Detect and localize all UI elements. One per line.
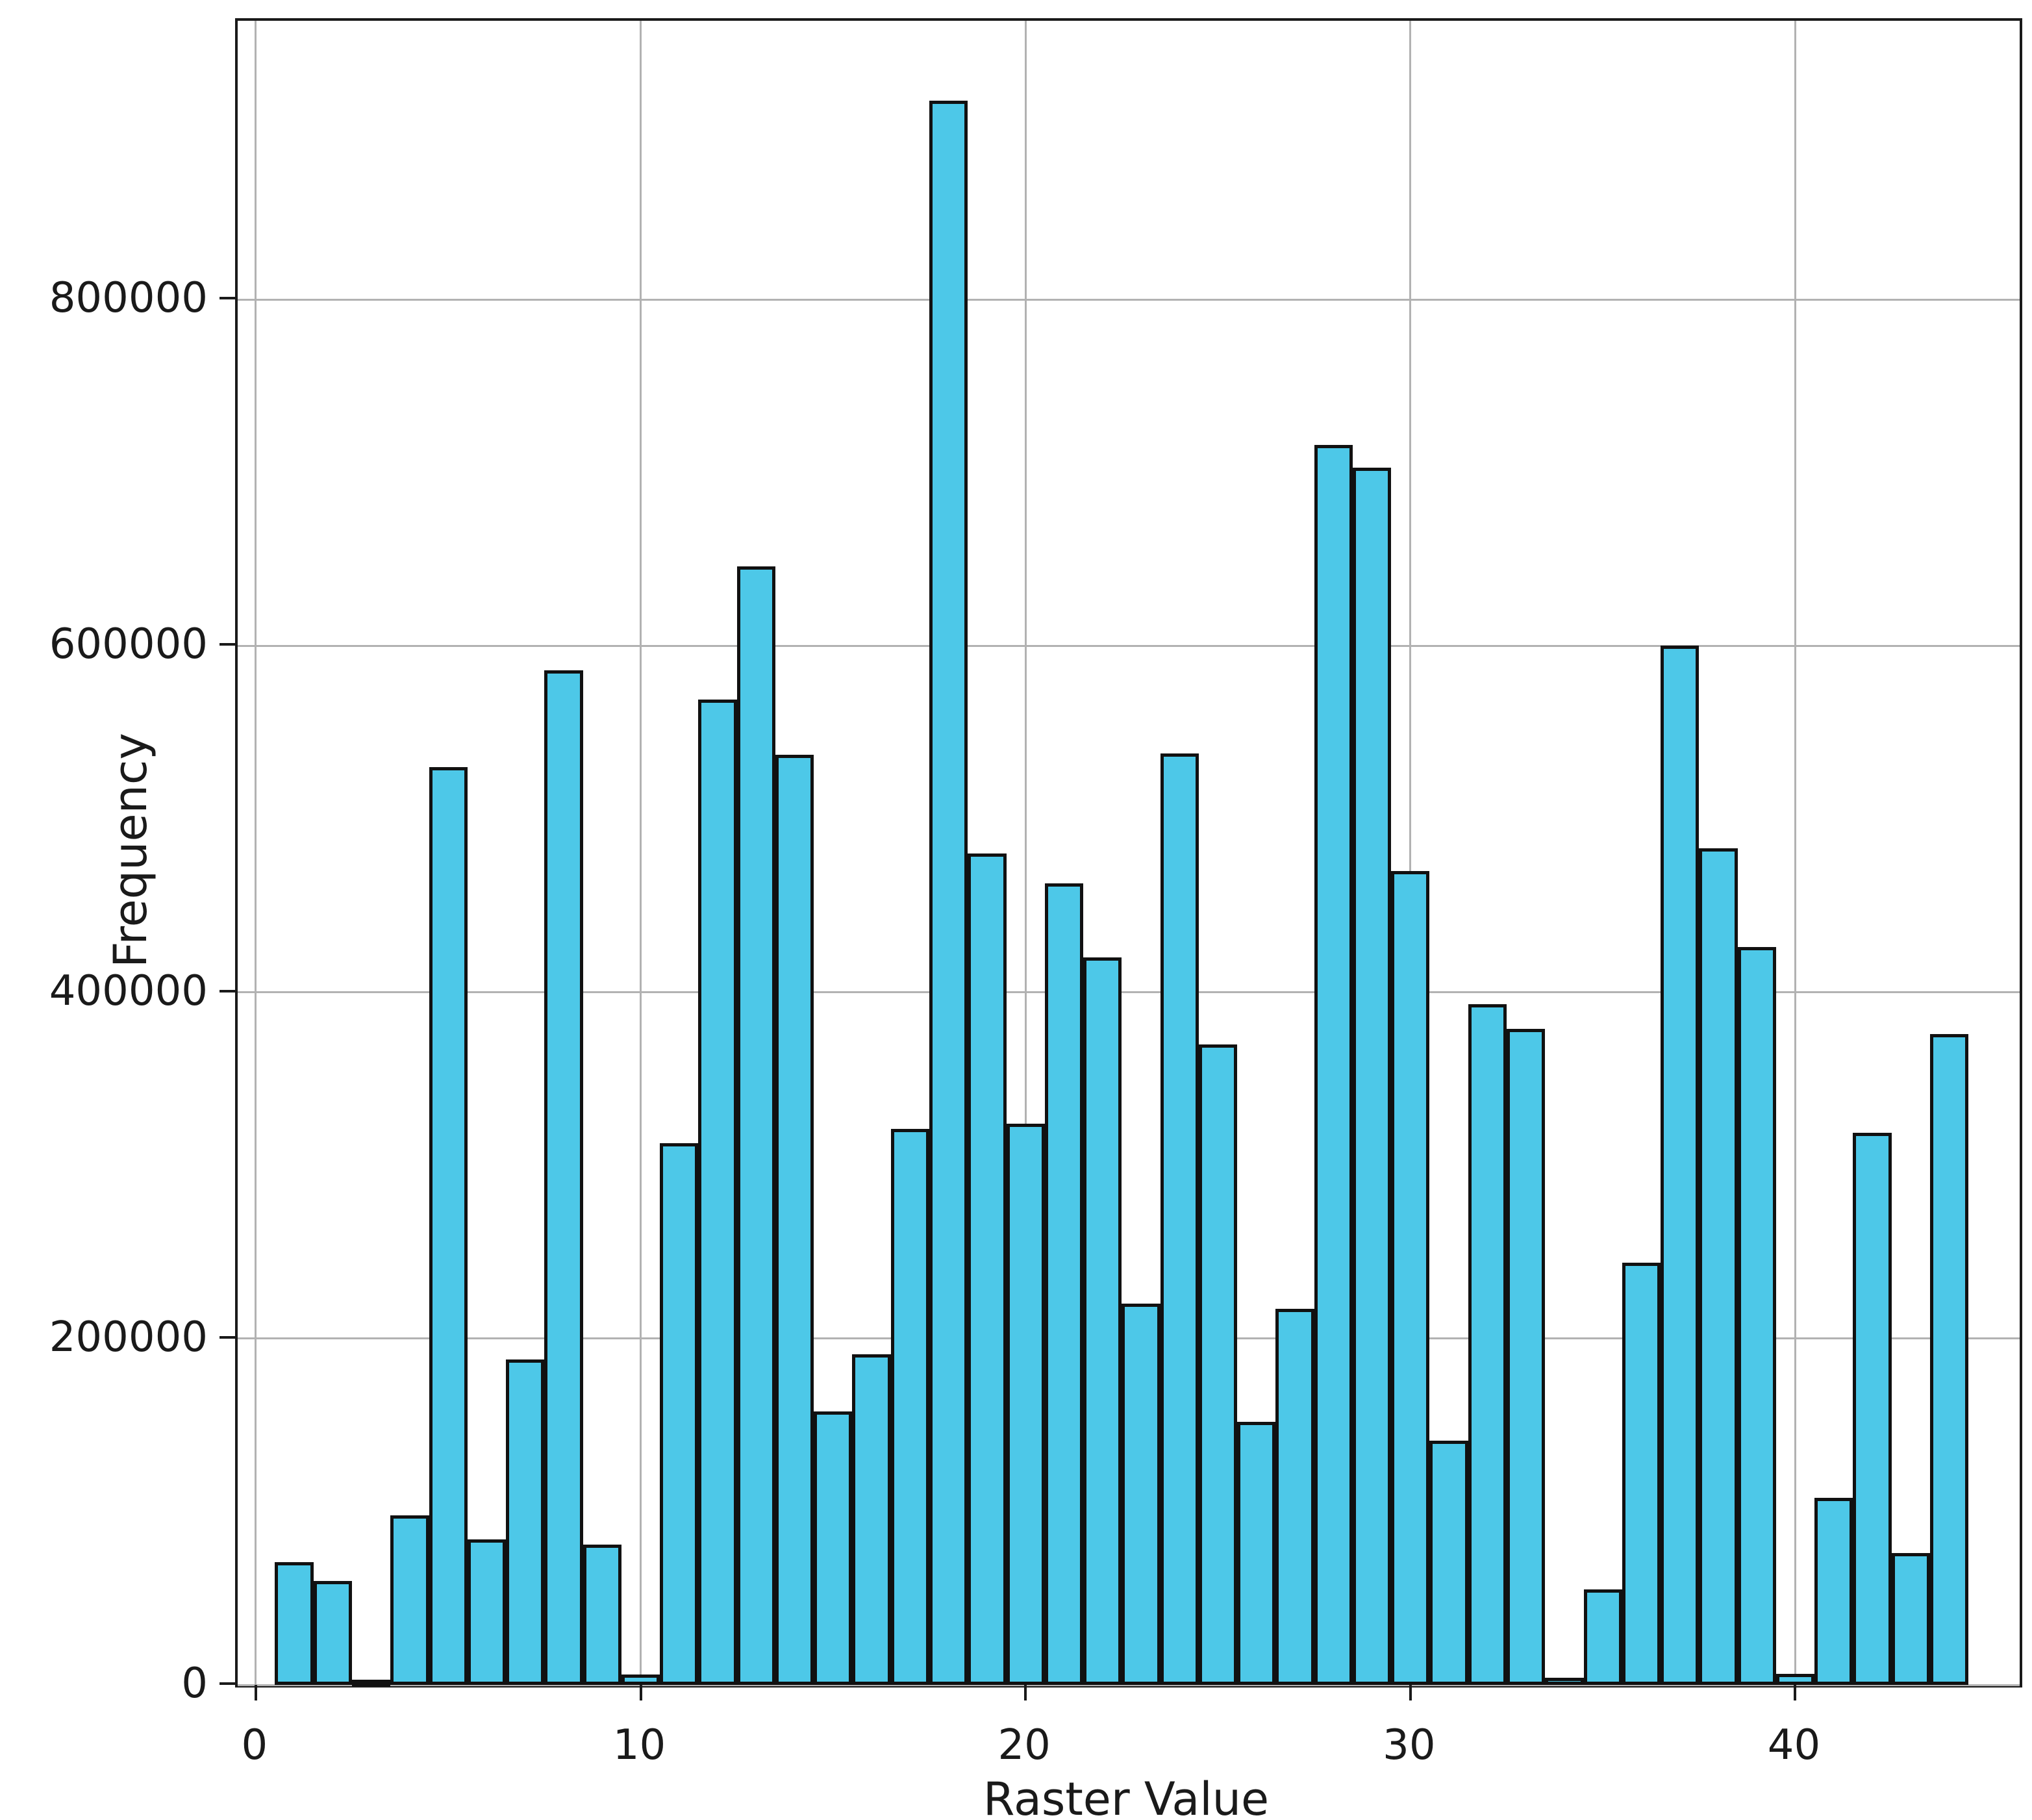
y-tick-label: 400000	[49, 967, 208, 1015]
y-tick-mark	[220, 297, 235, 300]
x-tick-mark	[254, 1685, 257, 1700]
bar-x20	[1006, 1124, 1045, 1685]
bar-x23	[1122, 1304, 1160, 1685]
bar-x40	[1775, 1673, 1815, 1685]
x-tick-mark	[639, 1685, 642, 1700]
x-gridline	[1024, 21, 1027, 1685]
bar-x41	[1814, 1498, 1853, 1685]
x-axis-label: Raster Value	[983, 1773, 1270, 1820]
bar-x14	[775, 755, 814, 1685]
bar-x6	[467, 1539, 507, 1685]
bar-x38	[1699, 848, 1738, 1685]
bar-x36	[1622, 1262, 1661, 1685]
bar-x34	[1545, 1678, 1584, 1685]
y-tick-mark	[220, 643, 235, 646]
x-gridline	[1794, 21, 1796, 1685]
y-tick-mark	[220, 1335, 235, 1339]
bar-x9	[583, 1545, 621, 1685]
y-tick-label: 600000	[49, 620, 208, 669]
plot-area	[235, 18, 2022, 1687]
y-gridline	[238, 991, 2020, 994]
bar-x17	[890, 1129, 929, 1685]
bar-x15	[814, 1411, 853, 1685]
bar-x12	[698, 700, 737, 1685]
bar-x1	[275, 1561, 314, 1685]
x-tick-mark	[1794, 1685, 1797, 1700]
bar-x7	[506, 1359, 545, 1685]
bar-x19	[968, 853, 1007, 1685]
bar-x18	[929, 100, 968, 1685]
bar-x2	[313, 1581, 353, 1685]
x-gridline	[640, 21, 642, 1685]
x-tick-label: 0	[241, 1721, 268, 1769]
bar-x32	[1468, 1004, 1507, 1685]
bar-x35	[1583, 1589, 1622, 1685]
bar-x27	[1275, 1309, 1314, 1685]
x-gridline	[255, 21, 257, 1685]
bar-x4	[390, 1515, 429, 1685]
x-gridline	[1409, 21, 1412, 1685]
bar-x30	[1391, 870, 1430, 1685]
bar-x5	[429, 767, 468, 1685]
bar-x42	[1853, 1132, 1892, 1685]
x-tick-label: 30	[1383, 1721, 1436, 1769]
y-tick-mark	[220, 989, 235, 992]
x-tick-label: 20	[997, 1721, 1051, 1769]
bar-x10	[621, 1675, 660, 1685]
x-tick-label: 40	[1767, 1721, 1821, 1769]
bar-x33	[1506, 1028, 1546, 1685]
bar-x39	[1737, 947, 1776, 1685]
bar-x24	[1160, 753, 1199, 1685]
y-tick-label: 200000	[49, 1313, 208, 1361]
bar-x43	[1891, 1553, 1930, 1685]
y-tick-label: 0	[181, 1660, 208, 1708]
x-tick-mark	[1409, 1685, 1412, 1700]
y-gridline	[238, 298, 2020, 301]
bar-x31	[1429, 1441, 1468, 1685]
bar-x37	[1661, 646, 1700, 1685]
x-tick-mark	[1024, 1685, 1027, 1700]
y-axis-label: Frequency	[103, 733, 157, 968]
bar-x11	[660, 1143, 699, 1685]
bar-x3	[352, 1680, 391, 1686]
bar-x13	[736, 566, 775, 1685]
bar-x44	[1929, 1033, 1969, 1685]
y-tick-mark	[220, 1682, 235, 1685]
x-tick-label: 10	[612, 1721, 666, 1769]
y-gridline	[238, 1684, 2020, 1686]
bar-x8	[544, 670, 583, 1685]
y-tick-label: 800000	[49, 274, 208, 323]
bar-x28	[1314, 445, 1353, 1685]
bar-x16	[852, 1354, 891, 1685]
bar-x25	[1198, 1044, 1238, 1685]
y-gridline	[238, 644, 2020, 647]
bar-x22	[1083, 957, 1122, 1685]
bar-x26	[1237, 1421, 1276, 1685]
bar-x29	[1352, 467, 1392, 1685]
bar-x21	[1044, 883, 1084, 1685]
